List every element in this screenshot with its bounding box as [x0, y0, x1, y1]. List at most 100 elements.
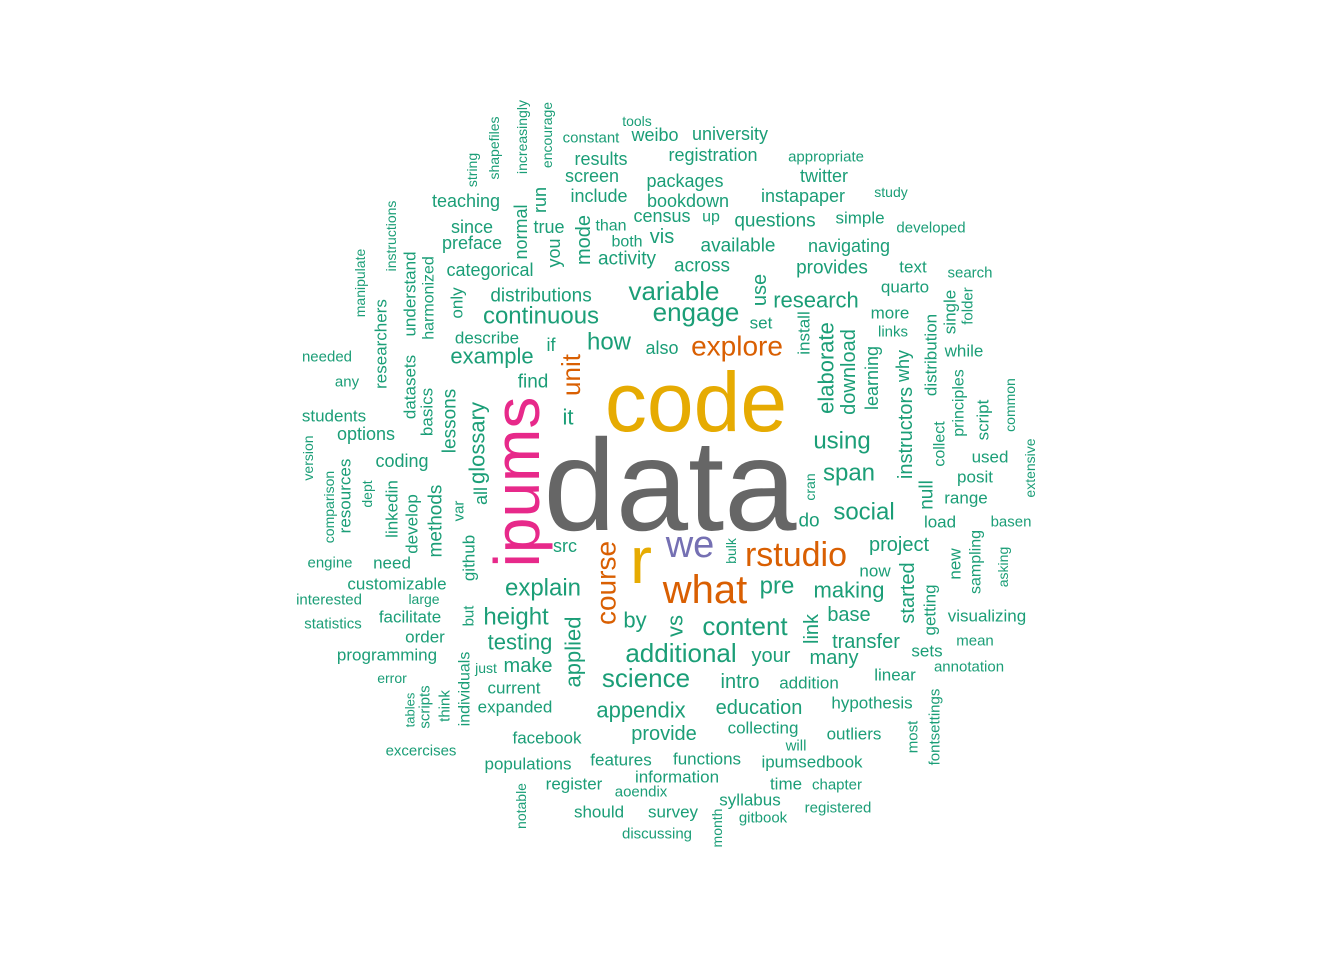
word-example: example [450, 344, 533, 369]
word-appropriate: appropriate [788, 149, 864, 166]
word-will: will [785, 738, 807, 755]
word-most: most [905, 720, 922, 753]
word-registered: registered [805, 800, 872, 817]
word-continuous: continuous [483, 303, 599, 330]
word-lessons: lessons [440, 389, 461, 453]
word-resources: resources [336, 459, 355, 534]
word-simple: simple [835, 209, 884, 228]
word-but: but [461, 605, 478, 627]
word-screen: screen [565, 166, 619, 186]
word-true: true [533, 217, 564, 237]
word-do: do [798, 511, 819, 532]
word-instructors: instructors [895, 387, 917, 479]
word-populations: populations [485, 755, 572, 774]
word-quarto: quarto [881, 278, 929, 297]
word-needed: needed [302, 349, 352, 366]
word-by: by [623, 608, 646, 633]
word-github: github [460, 535, 479, 581]
word-additional: additional [625, 638, 736, 668]
word-r: r [630, 523, 652, 597]
word-common: common [1002, 378, 1018, 432]
word-unit: unit [556, 353, 586, 396]
word-expanded: expanded [478, 698, 553, 717]
word-sampling: sampling [968, 530, 985, 594]
word-text: text [899, 258, 927, 277]
word-time: time [770, 775, 802, 794]
word-set: set [750, 314, 773, 333]
word-coding: coding [375, 451, 428, 471]
word-string: string [464, 153, 480, 187]
word-course: course [591, 541, 622, 625]
word-load: load [924, 513, 956, 532]
word-functions: functions [673, 750, 741, 769]
word-while: while [944, 342, 984, 361]
word-mode: mode [573, 215, 595, 265]
word-appendix: appendix [596, 698, 685, 723]
word-describe: describe [455, 329, 519, 348]
word-datasets: datasets [401, 355, 420, 419]
word-students: students [302, 407, 366, 426]
word-vis: vis [650, 226, 674, 248]
word-just: just [474, 660, 497, 676]
word-linear: linear [874, 666, 916, 685]
word-facebook: facebook [513, 729, 582, 748]
word-posit: posit [957, 468, 993, 487]
word-questions: questions [734, 211, 815, 232]
word-individuals: individuals [457, 652, 474, 727]
word-code: code [605, 355, 787, 449]
word-linkedin: linkedin [383, 480, 402, 538]
word-why: why [893, 350, 913, 383]
word-range: range [944, 489, 987, 508]
word-src: src [553, 536, 577, 556]
word-it: it [563, 405, 574, 430]
word-large: large [408, 591, 439, 607]
word-need: need [373, 554, 411, 573]
word-chapter: chapter [812, 777, 862, 794]
word-making: making [814, 578, 885, 603]
word-include: include [570, 186, 627, 206]
word-month: month [709, 809, 725, 848]
word-comparison: comparison [321, 471, 337, 543]
word-customizable: customizable [347, 575, 446, 594]
word-explore: explore [691, 331, 783, 362]
word-twitter: twitter [800, 166, 848, 186]
word-provides: provides [796, 258, 868, 279]
word-project: project [869, 534, 929, 556]
word-link: link [801, 613, 823, 644]
word-discussing: discussing [622, 826, 692, 843]
word-var: var [451, 501, 468, 522]
word-bookdown: bookdown [647, 191, 729, 211]
word-download: download [838, 329, 860, 415]
word-single: single [941, 290, 960, 334]
word-mean: mean [956, 633, 994, 650]
word-survey: survey [648, 803, 699, 822]
word-now: now [859, 562, 891, 581]
word-both: both [611, 234, 642, 251]
word-pre: pre [760, 573, 795, 600]
word-distribution: distribution [922, 314, 941, 396]
word-registration: registration [668, 145, 757, 165]
word-if: if [547, 335, 557, 355]
word-methods: methods [426, 485, 447, 558]
word-outliers: outliers [827, 725, 882, 744]
word-only: only [448, 287, 467, 319]
word-understand: understand [401, 251, 420, 336]
word-any: any [335, 374, 360, 391]
word-hypothesis: hypothesis [831, 694, 912, 713]
word-engine: engine [307, 555, 352, 572]
word-links: links [878, 324, 908, 341]
word-navigating: navigating [808, 236, 890, 256]
word-rstudio: rstudio [745, 536, 847, 574]
word-syllabus: syllabus [719, 791, 780, 810]
word-gitbook: gitbook [739, 810, 788, 827]
word-increasingly: increasingly [514, 100, 530, 174]
word-bulk: bulk [723, 537, 739, 564]
word-extensive: extensive [1022, 438, 1038, 497]
word-you: you [544, 238, 564, 267]
word-provide: provide [631, 723, 697, 745]
word-manipulate: manipulate [352, 249, 368, 318]
word-addition: addition [779, 674, 839, 693]
word-null: null [917, 480, 938, 510]
word-learning: learning [862, 346, 882, 410]
